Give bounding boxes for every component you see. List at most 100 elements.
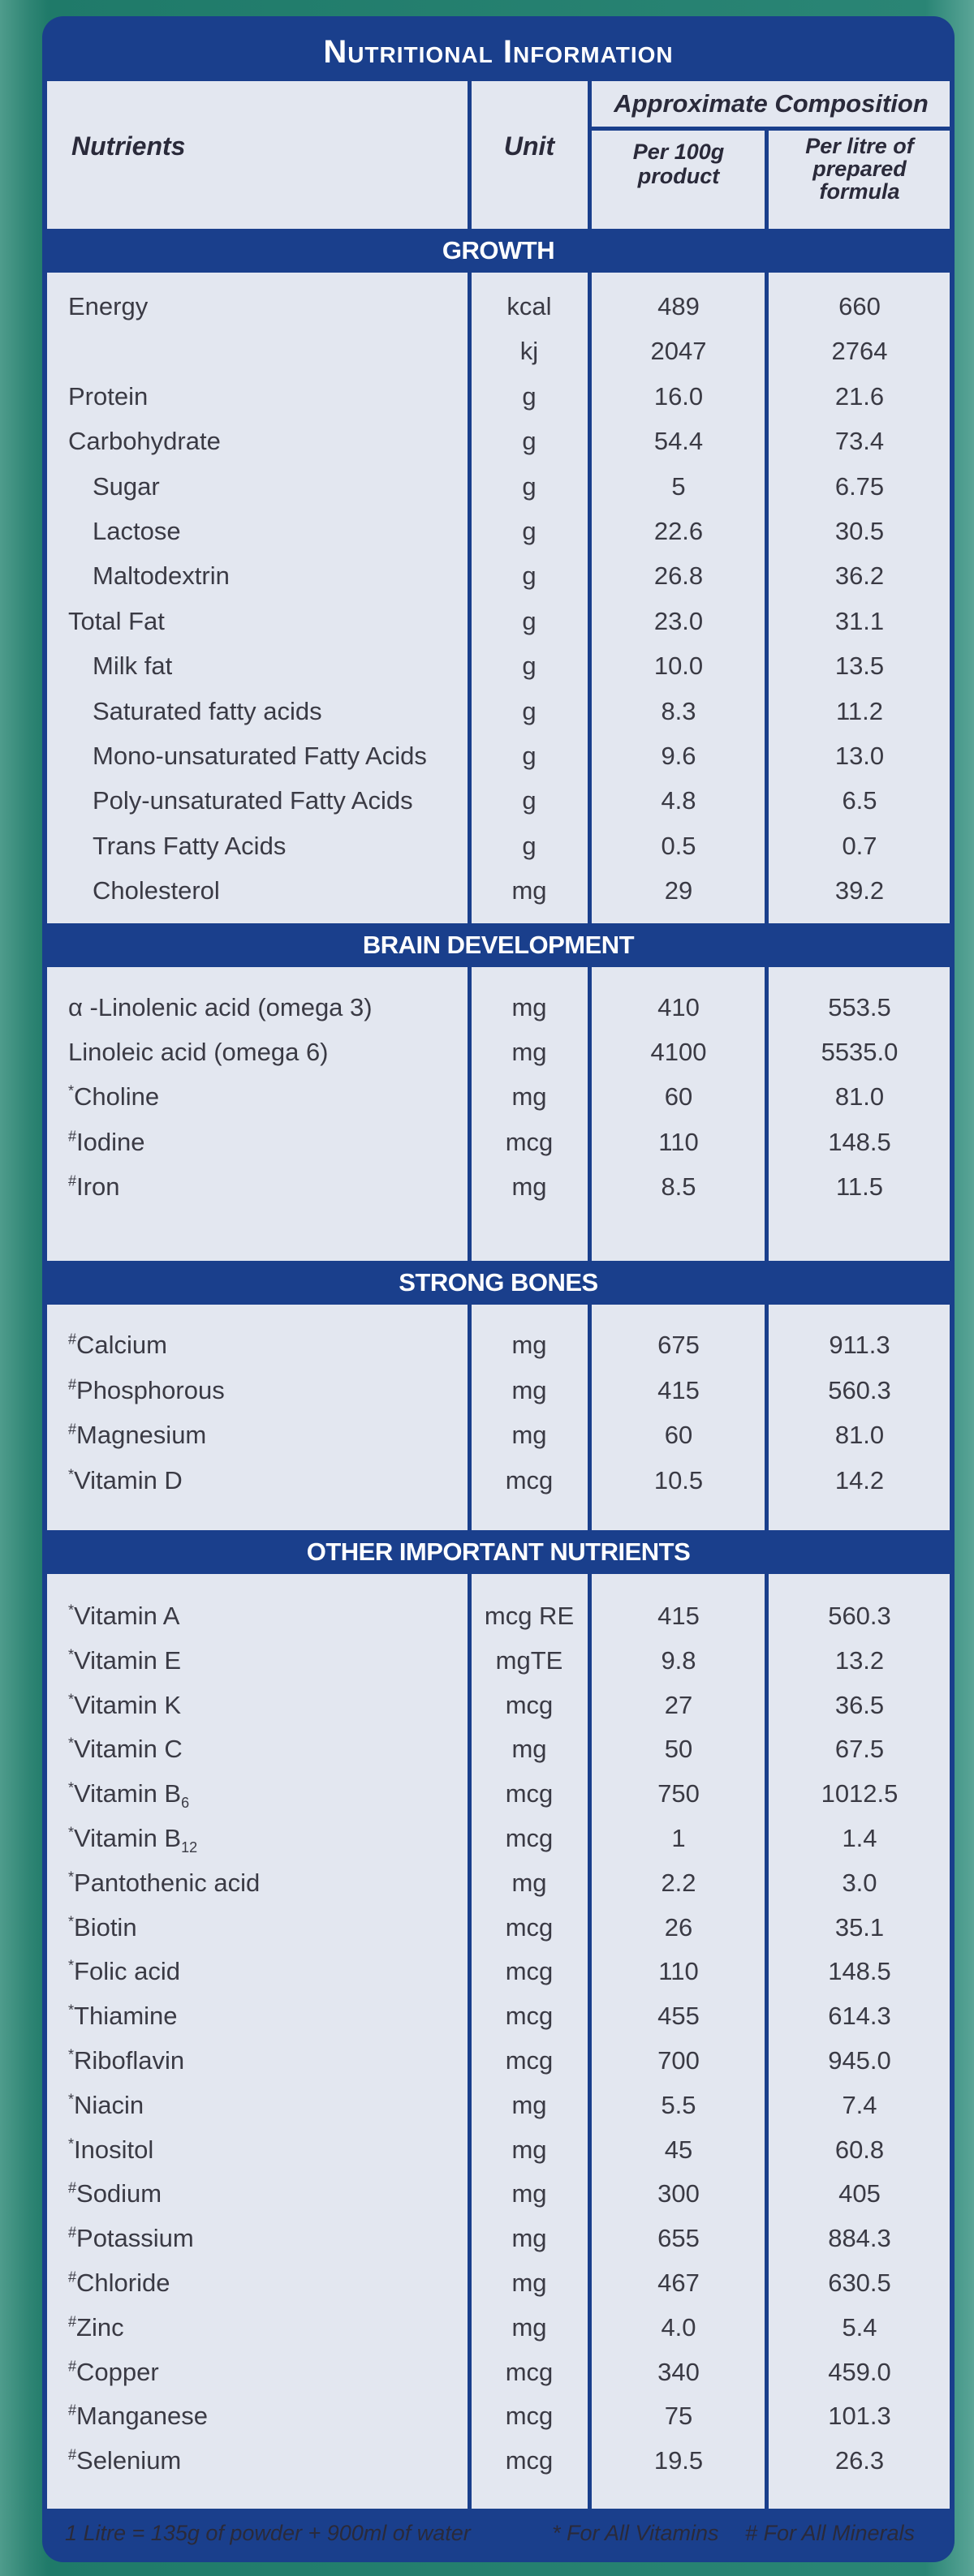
unit-cell: mg	[511, 2090, 547, 2119]
header-unit: Unit	[503, 131, 555, 161]
per-litre-value: 7.4	[842, 2090, 877, 2119]
nutrient-name: *Pantothenic acid	[68, 1860, 260, 1905]
unit-cell: mg	[511, 1038, 547, 1067]
per-litre-value: 614.3	[828, 2002, 891, 2031]
footer-vitamins-note: * For All Vitamins	[552, 2521, 719, 2545]
unit-cell: mg	[511, 1172, 547, 1201]
per-litre-value: 1.4	[842, 1824, 877, 1852]
per-100g-value: 26	[664, 1912, 693, 1942]
per-100g-value: 675	[657, 1331, 700, 1359]
nutrient-name: Linoleic acid (omega 6)	[68, 1030, 329, 1074]
header-per-100g-line: Per 100g	[632, 140, 725, 164]
nutrient-label: Manganese	[76, 2402, 209, 2431]
footnote-mark: #	[68, 1331, 77, 1348]
nutrient-name: #Selenium	[68, 2438, 181, 2483]
footnote-mark: *	[68, 1869, 75, 1886]
nutrient-label: Vitamin E	[74, 1645, 182, 1675]
nutrient-label: Iron	[76, 1172, 120, 1201]
column-divider	[765, 273, 769, 923]
section-title: BRAIN DEVELOPMENT	[362, 931, 635, 959]
table-row: Protein g 16.0 21.6	[47, 374, 950, 419]
unit-cell: mcg	[505, 2357, 554, 2386]
unit-cell: mcg	[505, 1824, 554, 1852]
per-litre-value: 31.1	[834, 606, 885, 635]
per-100g-value: 75	[664, 2402, 693, 2431]
per-litre-value: 36.2	[834, 561, 885, 591]
section-title: STRONG BONES	[399, 1268, 598, 1297]
unit-cell: mcg	[505, 2446, 554, 2475]
nutrient-label: Magnesium	[76, 1421, 207, 1449]
table-row: #Phosphorous mg 415 560.3	[47, 1368, 950, 1413]
per-100g-value: 655	[657, 2224, 700, 2253]
per-litre-value: 73.4	[834, 427, 885, 456]
unit-cell: mg	[511, 876, 547, 905]
per-litre-value: 35.1	[834, 1912, 885, 1942]
per-100g-value: 9.8	[661, 1645, 696, 1675]
table-row: Poly-unsaturated Fatty Acids g 4.8 6.5	[47, 778, 950, 823]
nutrient-label: Selenium	[76, 2446, 182, 2475]
nutrient-name: Total Fat	[68, 599, 165, 643]
nutrient-name: Lactose	[93, 509, 181, 553]
nutrition-panel: Nutritional Information Nutrients Unit A…	[42, 16, 955, 2562]
per-100g-value: 5	[671, 471, 686, 501]
section-title: OTHER IMPORTANT NUTRIENTS	[306, 1537, 691, 1566]
unit-cell: kcal	[506, 292, 552, 320]
nutrient-name: Sugar	[93, 464, 160, 509]
section-title: GROWTH	[442, 236, 555, 264]
footnote-mark: #	[68, 1128, 77, 1145]
unit-cell: mg	[511, 1375, 547, 1404]
per-100g-value: 45	[664, 2135, 693, 2164]
footnote-mark: #	[68, 1376, 77, 1393]
table-row: α -Linolenic acid (omega 3) mg 410 553.5	[47, 985, 950, 1030]
per-litre-value: 60.8	[834, 2135, 885, 2164]
per-litre-value: 630.5	[828, 2269, 891, 2297]
per-100g-value: 700	[657, 2046, 700, 2075]
nutrient-label: Folic acid	[74, 1957, 180, 1986]
unit-cell: kj	[519, 337, 539, 366]
nutrient-name: *Vitamin A	[68, 1593, 179, 1638]
per-litre-value: 2764	[831, 337, 888, 366]
table-row: *Vitamin A mcg RE 415 560.3	[47, 1593, 950, 1638]
unit-cell: g	[522, 561, 537, 591]
section-table: Energy kcal 489 660 kj 2047 2764 Protein g 16.0 21…	[47, 273, 950, 923]
unit-cell: mg	[511, 1082, 547, 1112]
unit-cell: mcg	[505, 1465, 554, 1494]
per-100g-value: 110	[658, 1127, 699, 1156]
per-100g-value: 300	[657, 2179, 700, 2208]
per-litre-value: 11.5	[835, 1172, 884, 1201]
nutrient-label: Potassium	[76, 2224, 194, 2253]
per-100g-value: 5.5	[661, 2090, 696, 2119]
table-row: Saturated fatty acids g 8.3 11.2	[47, 689, 950, 733]
nutrient-name: *Riboflavin	[68, 2038, 184, 2083]
column-divider	[765, 130, 769, 229]
footnote-mark: *	[68, 1824, 75, 1841]
footer-note: 1 Litre = 135g of powder + 900ml of wate…	[65, 2521, 471, 2545]
per-litre-value: 3.0	[842, 1868, 877, 1897]
unit-cell: mg	[511, 993, 547, 1021]
per-100g-value: 455	[657, 2002, 700, 2031]
header-nutrients: Nutrients	[71, 131, 186, 161]
nutrient-name: *Inositol	[68, 2127, 153, 2172]
table-row: *Vitamin C mg 50 67.5	[47, 1727, 950, 1771]
per-100g-value: 2047	[650, 337, 707, 366]
nutrient-name: *Choline	[68, 1074, 159, 1119]
footnote-mark: *	[68, 1779, 75, 1796]
footnote-mark: *	[68, 1691, 75, 1708]
column-divider	[468, 1305, 472, 1530]
footnote-mark: *	[68, 2135, 75, 2152]
table-row: #Chloride mg 467 630.5	[47, 2260, 950, 2305]
table-row: Maltodextrin g 26.8 36.2	[47, 553, 950, 598]
nutrient-label: Vitamin A	[74, 1602, 180, 1630]
header-per-litre: Per litre of prepared formula	[769, 135, 950, 203]
unit-cell: g	[522, 742, 537, 770]
column-divider	[765, 1574, 769, 2509]
nutrient-label: Sugar	[93, 471, 160, 501]
nutrient-label: Vitamin D	[74, 1465, 183, 1494]
per-100g-value: 10.0	[653, 652, 704, 681]
per-litre-value: 26.3	[834, 2446, 885, 2475]
vitamin-subscript: 6	[181, 1795, 190, 1812]
nutrient-name: *Niacin	[68, 2083, 144, 2127]
per-litre-value: 13.5	[834, 652, 885, 681]
per-100g-value: 4.8	[661, 786, 696, 815]
